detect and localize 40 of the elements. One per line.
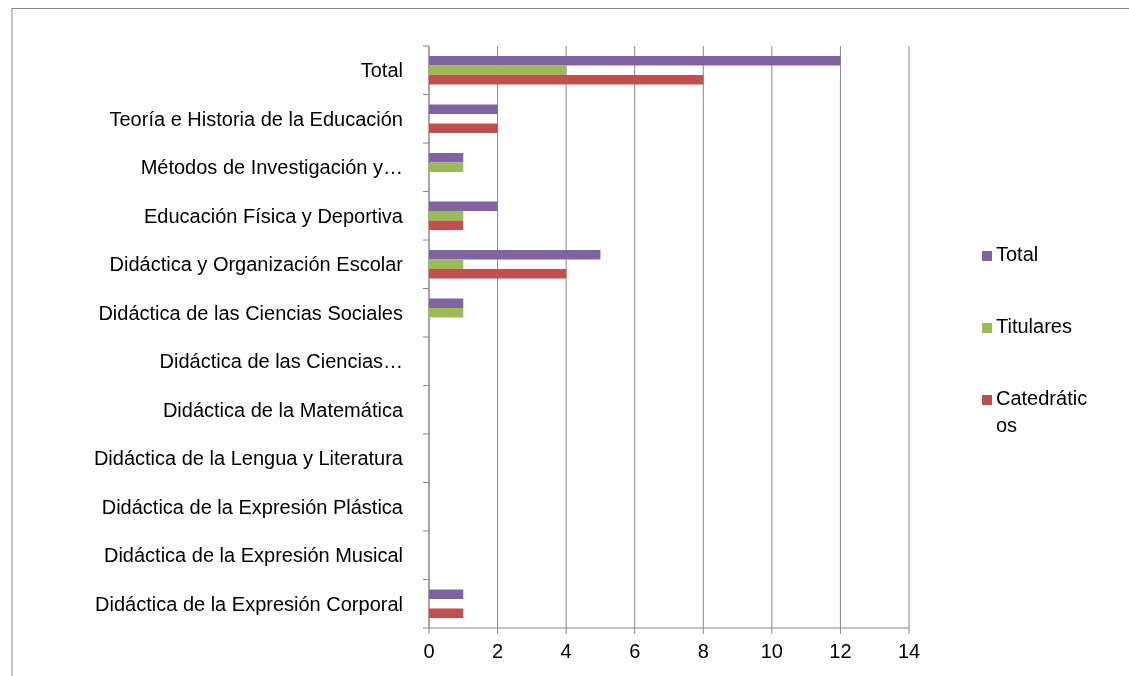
y-tick-label: Métodos de Investigación y… [140,156,403,179]
bar [429,65,567,75]
y-tick-label: Didáctica de las Ciencias Sociales [98,301,403,324]
x-tick-label: 0 [423,640,435,662]
legend-label: Total [996,243,1039,265]
bar [429,220,464,230]
y-tick-label: Didáctica de la Lengua y Literatura [93,447,404,470]
x-tick-label: 8 [697,640,709,662]
y-tick-label: Didáctica y Organización Escolar [109,253,404,276]
bar [429,250,601,260]
legend-label: Titulares [996,315,1072,337]
x-tick-label: 4 [560,640,572,662]
bar [429,269,567,279]
bar [429,75,704,85]
bar [429,104,498,114]
bar [429,153,464,163]
x-tick-label: 12 [829,640,852,662]
bar [429,259,464,269]
x-tick-label: 10 [760,640,783,662]
y-tick-label: Educación Física y Deportiva [143,204,404,227]
legend-label: Catedráticos [996,387,1088,436]
bar [429,589,464,599]
bar [429,56,841,66]
bar [429,201,498,211]
x-tick-label: 6 [629,640,641,662]
x-tick-label: 2 [492,640,504,662]
y-tick-label: Total [360,59,403,82]
bar [429,608,464,618]
y-tick-label: Teoría e Historia de la Educación [109,107,403,130]
bar [429,162,464,172]
y-tick-label: Didáctica de la Matemática [162,398,404,421]
bar [429,298,464,308]
y-tick-label: Didáctica de la Expresión Corporal [95,592,403,615]
bar [429,308,464,318]
bar [429,211,464,221]
x-tick-label: 14 [897,640,921,662]
y-tick-label: Didáctica de la Expresión Plástica [101,495,404,518]
y-tick-label: Didáctica de la Expresión Musical [103,544,403,567]
bar [429,123,498,133]
y-tick-label: Didáctica de las Ciencias… [159,350,403,373]
